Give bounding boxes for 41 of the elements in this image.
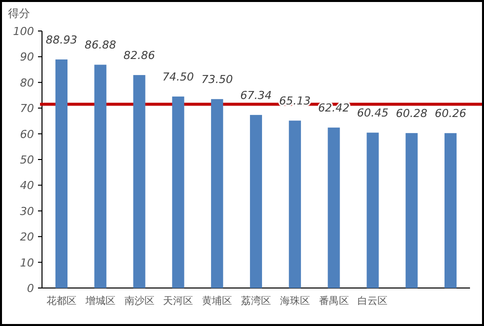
bar: [366, 132, 379, 288]
y-tick-label: 100: [13, 25, 34, 38]
data-label: 60.45: [356, 106, 388, 120]
bar: [133, 75, 146, 288]
bar: [55, 59, 68, 288]
y-tick-label: 50: [20, 154, 34, 166]
data-label: 60.28: [396, 107, 428, 120]
x-tick-label: 花都区: [46, 295, 76, 307]
data-label: 88.93: [46, 33, 78, 46]
bar: [94, 64, 106, 288]
data-label: 86.88: [84, 38, 116, 52]
y-tick-label: 80: [20, 76, 34, 90]
x-tick-label: 南沙区: [124, 295, 154, 307]
y-tick-label: 20: [20, 230, 34, 244]
y-tick-label: 70: [20, 102, 34, 116]
x-tick-label: 荔湾区: [241, 295, 271, 307]
y-tick-label: 60: [20, 128, 34, 141]
data-label: 82.86: [124, 49, 156, 62]
y-axis-title: 得分: [8, 7, 30, 20]
data-label: 60.26: [434, 107, 466, 120]
bar: [250, 114, 262, 288]
bar: [444, 133, 457, 288]
x-tick-label: 番禺区: [318, 295, 349, 307]
bar: [406, 133, 418, 288]
x-tick-label: 海珠区: [280, 295, 310, 307]
data-label: 67.34: [240, 88, 272, 102]
x-tick-label: 增城区: [84, 295, 116, 307]
y-tick-label: 10: [20, 256, 34, 270]
x-tick-label: 白云区: [358, 295, 388, 307]
bar: [288, 120, 301, 288]
y-tick-label: 90: [20, 50, 34, 64]
data-label: 74.50: [162, 70, 194, 84]
x-tick-label: 黄埔区: [202, 295, 232, 307]
bar: [211, 99, 224, 288]
bar: [328, 128, 340, 288]
y-tick-label: 40: [20, 179, 34, 192]
data-label: 73.50: [201, 73, 233, 86]
bar: [172, 96, 184, 288]
y-tick-label: 30: [20, 204, 34, 218]
y-tick-label: 0: [27, 282, 34, 295]
x-tick-label: 天河区: [163, 295, 194, 307]
